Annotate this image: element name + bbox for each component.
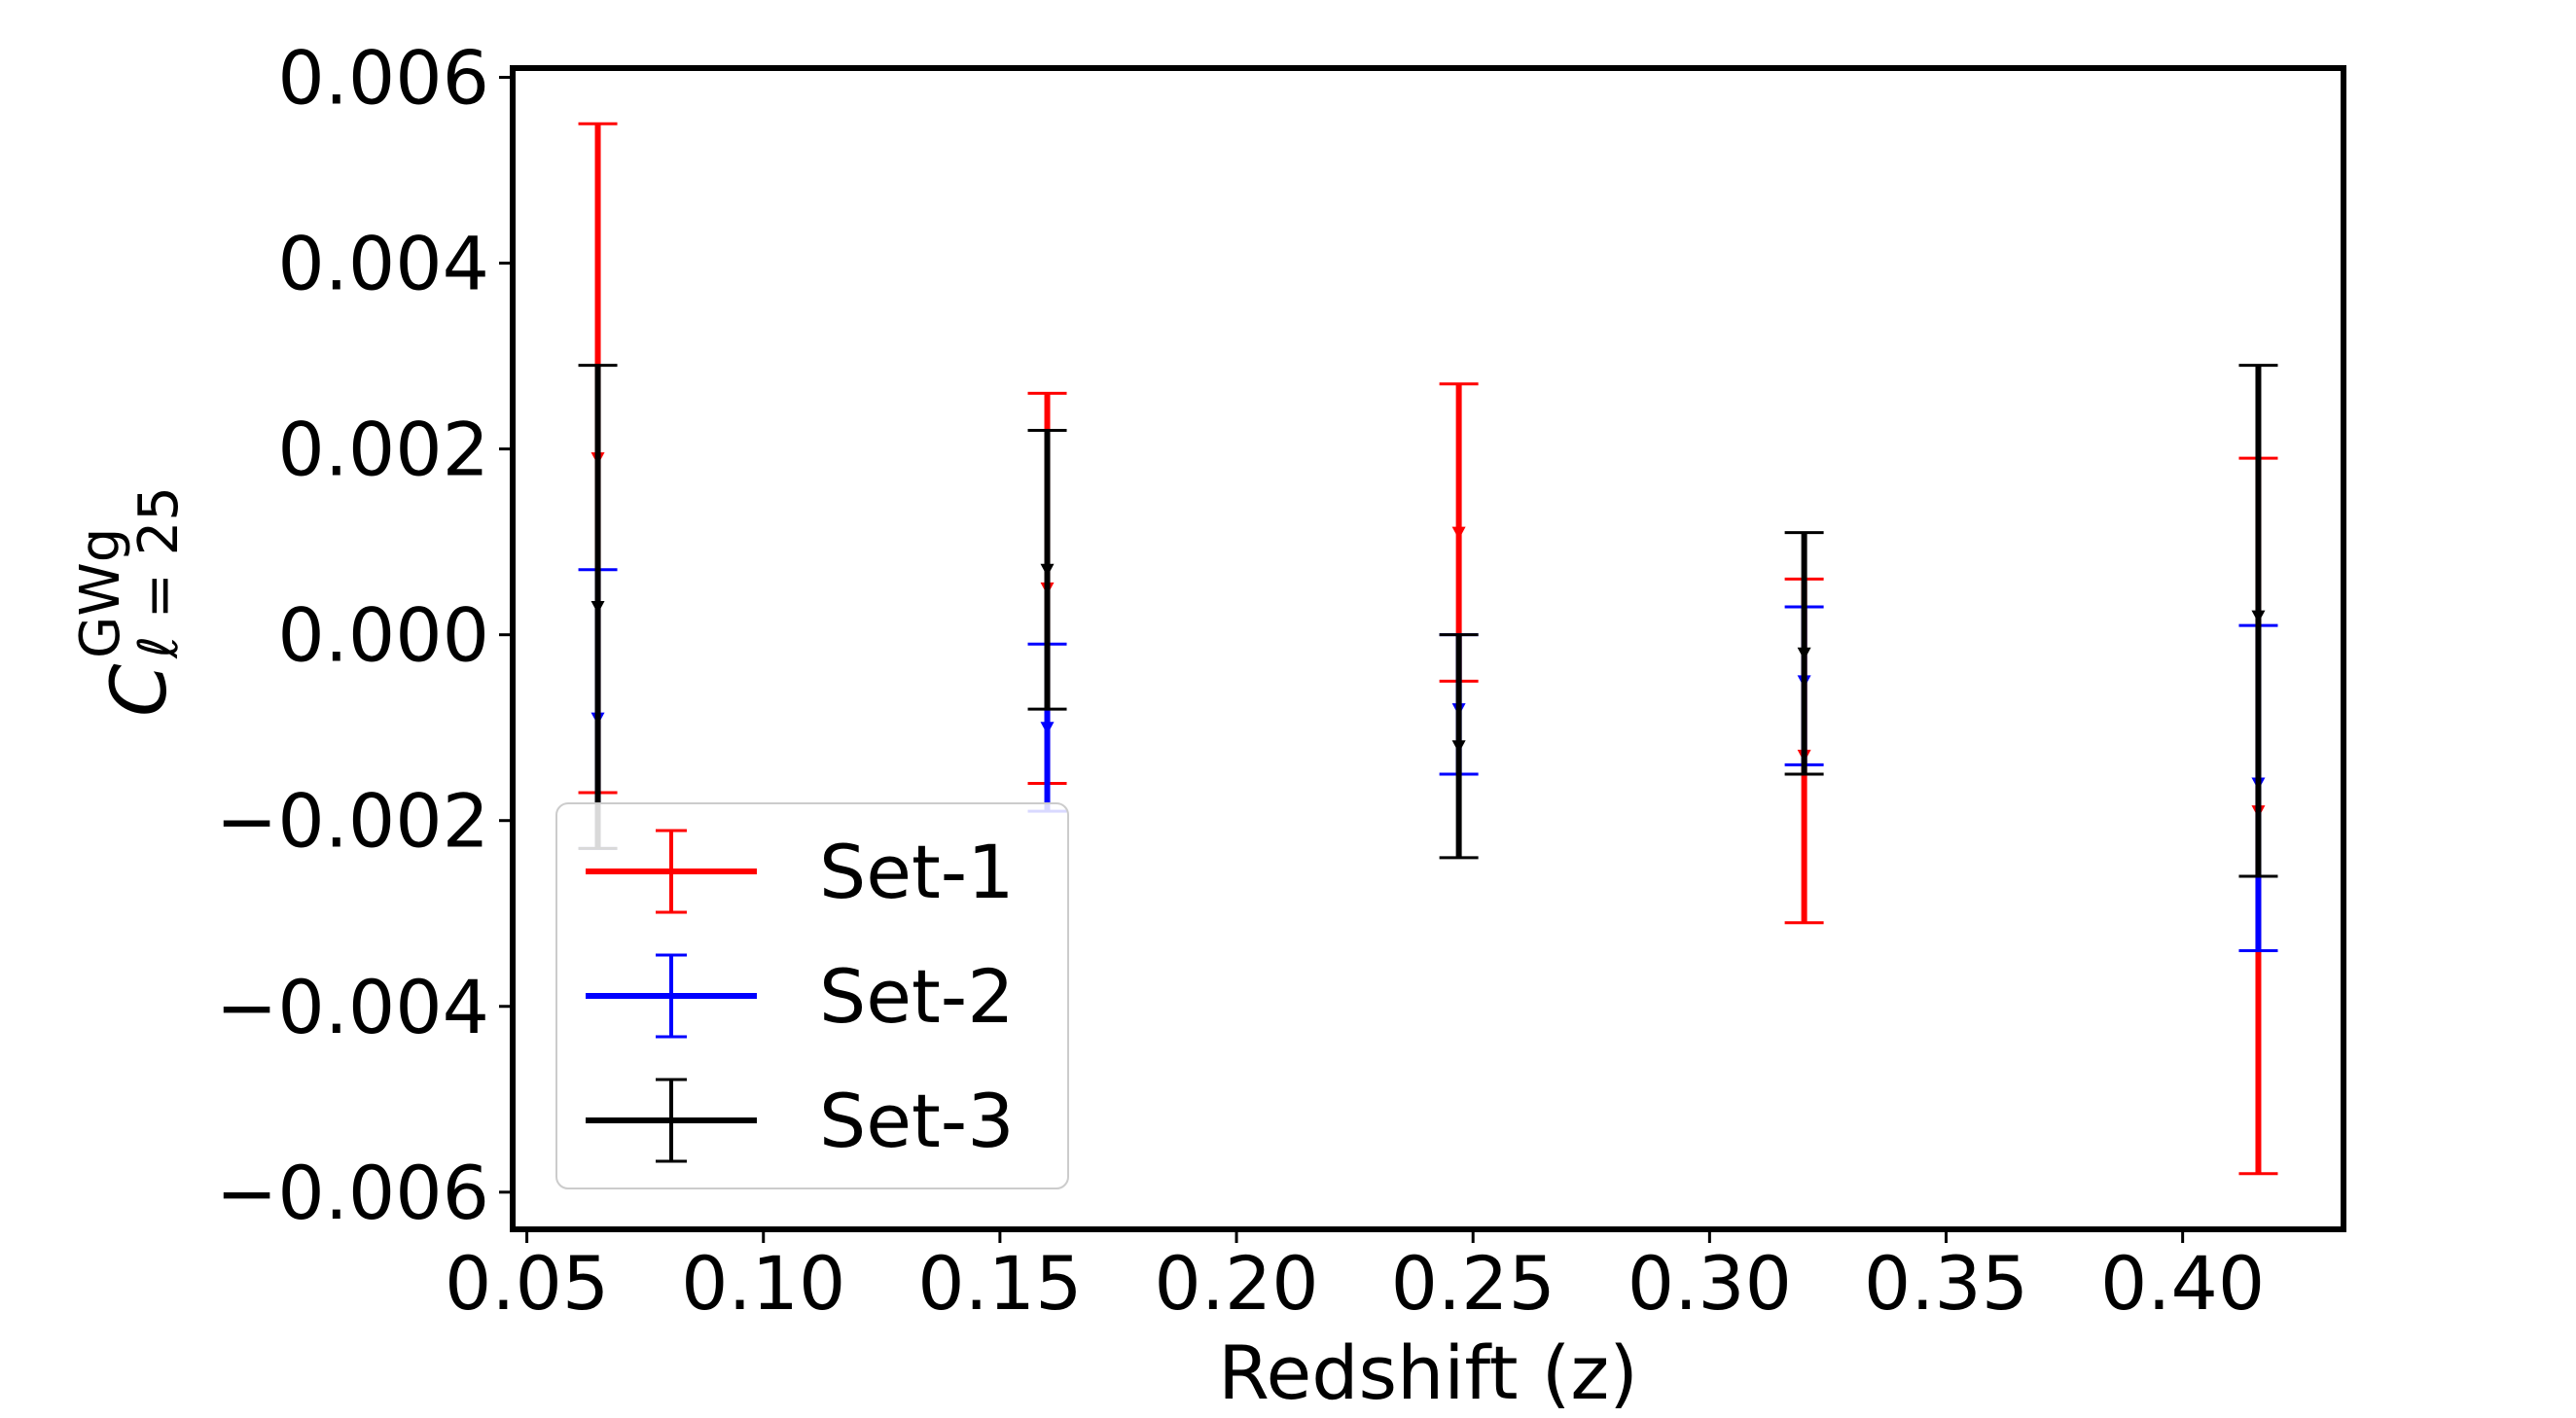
series-3 xyxy=(578,364,2278,878)
axis-ticks: 0.05 0.10 0.15 0.20 0.25 0.30 0.35 0.40 −0.006 −0… xyxy=(216,35,2266,1327)
x-tick-label: 0.10 xyxy=(681,1240,845,1327)
legend-box xyxy=(555,802,1069,1189)
x-tick-label: 0.05 xyxy=(445,1240,609,1327)
y-tick-label: 0.004 xyxy=(277,221,489,307)
x-tick-label: 0.30 xyxy=(1628,1240,1792,1327)
y-axis-label: C GWg ℓ = 25 xyxy=(69,486,191,717)
y-tick-label: −0.006 xyxy=(216,1150,489,1236)
x-tick-label: 0.15 xyxy=(917,1240,1082,1327)
legend-label: Set-3 xyxy=(819,1078,1015,1164)
data-point xyxy=(1040,722,1055,735)
data-point xyxy=(2251,610,2266,623)
x-tick-label: 0.35 xyxy=(1864,1240,2028,1327)
y-tick-label: 0.002 xyxy=(277,407,489,493)
data-point xyxy=(1451,740,1466,754)
y-tick-label: −0.004 xyxy=(216,964,489,1050)
legend: Set-1 Set-2 Set-3 xyxy=(555,802,1069,1189)
data-point xyxy=(1451,526,1466,540)
legend-item-3: Set-3 xyxy=(586,1078,1015,1164)
y-axis-label-superscript: GWg xyxy=(69,528,132,658)
x-tick-label: 0.40 xyxy=(2100,1240,2265,1327)
x-axis-label: Redshift (z) xyxy=(1218,1329,1638,1416)
data-point xyxy=(1040,563,1055,577)
data-marks xyxy=(578,122,2278,1176)
y-axis-label-base: C xyxy=(96,663,184,717)
y-tick-label: 0.000 xyxy=(277,592,489,679)
plot-frame xyxy=(510,65,2346,1232)
legend-label: Set-2 xyxy=(819,953,1015,1040)
x-tick-label: 0.20 xyxy=(1154,1240,1318,1327)
x-tick-label: 0.25 xyxy=(1391,1240,1556,1327)
data-point xyxy=(1797,647,1811,660)
legend-label: Set-1 xyxy=(819,829,1015,915)
legend-item-2: Set-2 xyxy=(586,953,1015,1040)
y-axis-label-subscript: ℓ = 25 xyxy=(127,486,191,659)
y-tick-label: −0.002 xyxy=(216,778,489,865)
legend-item-1: Set-1 xyxy=(586,829,1015,915)
y-tick-label: 0.006 xyxy=(277,35,489,122)
data-point xyxy=(590,601,605,615)
